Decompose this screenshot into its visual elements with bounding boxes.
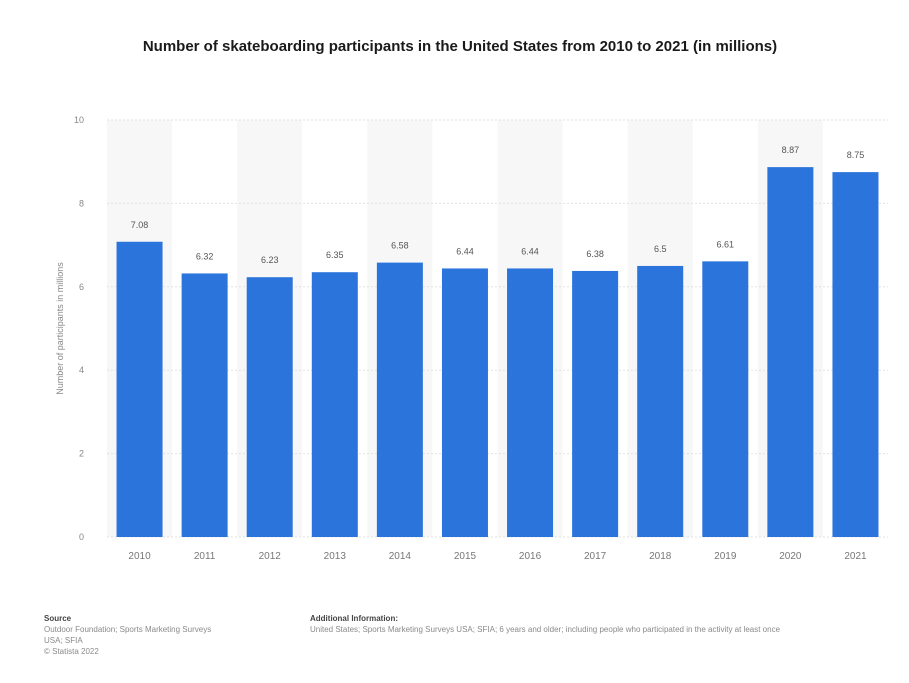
x-tick-label: 2011 xyxy=(194,551,216,562)
copyright-line: © Statista 2022 xyxy=(44,647,99,656)
value-label: 6.58 xyxy=(391,241,409,251)
value-label: 6.5 xyxy=(654,244,667,254)
value-label: 8.87 xyxy=(782,145,800,155)
bar xyxy=(832,172,879,537)
bar xyxy=(246,277,293,537)
bar xyxy=(702,261,749,537)
x-tick-label: 2013 xyxy=(324,551,347,562)
x-tick-label: 2015 xyxy=(454,551,477,562)
x-tick-label: 2018 xyxy=(649,551,672,562)
bar xyxy=(441,268,488,537)
bar xyxy=(311,272,358,537)
x-tick-label: 2020 xyxy=(779,551,802,562)
bar xyxy=(637,265,684,537)
bar xyxy=(181,273,228,537)
y-axis-label: Number of participants in millions xyxy=(55,262,65,395)
x-tick-label: 2021 xyxy=(844,551,867,562)
source-line: Outdoor Foundation; Sports Marketing Sur… xyxy=(44,625,212,634)
x-tick-label: 2016 xyxy=(519,551,542,562)
source-block: Source Outdoor Foundation; Sports Market… xyxy=(44,613,284,657)
x-tick-label: 2019 xyxy=(714,551,737,562)
bar xyxy=(507,268,554,537)
y-tick-label: 0 xyxy=(79,532,84,542)
y-tick-label: 2 xyxy=(79,449,84,459)
value-label: 7.08 xyxy=(131,220,149,230)
value-label: 6.61 xyxy=(717,239,735,249)
info-heading: Additional Information: xyxy=(310,614,398,623)
value-label: 6.32 xyxy=(196,251,214,261)
x-tick-label: 2017 xyxy=(584,551,607,562)
bar xyxy=(376,262,423,537)
info-text: United States; Sports Marketing Surveys … xyxy=(310,625,781,634)
bar-chart: 0 2 4 6 8 10 Number of participants in million… xyxy=(55,115,888,562)
value-label: 6.44 xyxy=(521,246,539,256)
bar xyxy=(116,241,163,537)
source-heading: Source xyxy=(44,614,72,623)
value-label: 6.23 xyxy=(261,255,279,265)
y-tick-label: 6 xyxy=(79,282,84,292)
chart-title: Number of skateboarding participants in … xyxy=(142,38,778,55)
additional-info-block: Additional Information: United States; S… xyxy=(310,613,909,635)
bar xyxy=(572,270,619,537)
source-line: USA; SFIA xyxy=(44,636,83,645)
value-label: 8.75 xyxy=(847,150,865,160)
bar xyxy=(767,167,814,537)
x-tick-label: 2012 xyxy=(259,551,282,562)
x-tick-label: 2010 xyxy=(128,551,151,562)
value-label: 6.38 xyxy=(586,249,604,259)
x-tick-label: 2014 xyxy=(389,551,412,562)
y-tick-label: 4 xyxy=(79,365,84,375)
value-label: 6.35 xyxy=(326,250,344,260)
value-label: 6.44 xyxy=(456,246,474,256)
y-tick-label: 10 xyxy=(74,115,84,125)
y-tick-label: 8 xyxy=(79,198,84,208)
